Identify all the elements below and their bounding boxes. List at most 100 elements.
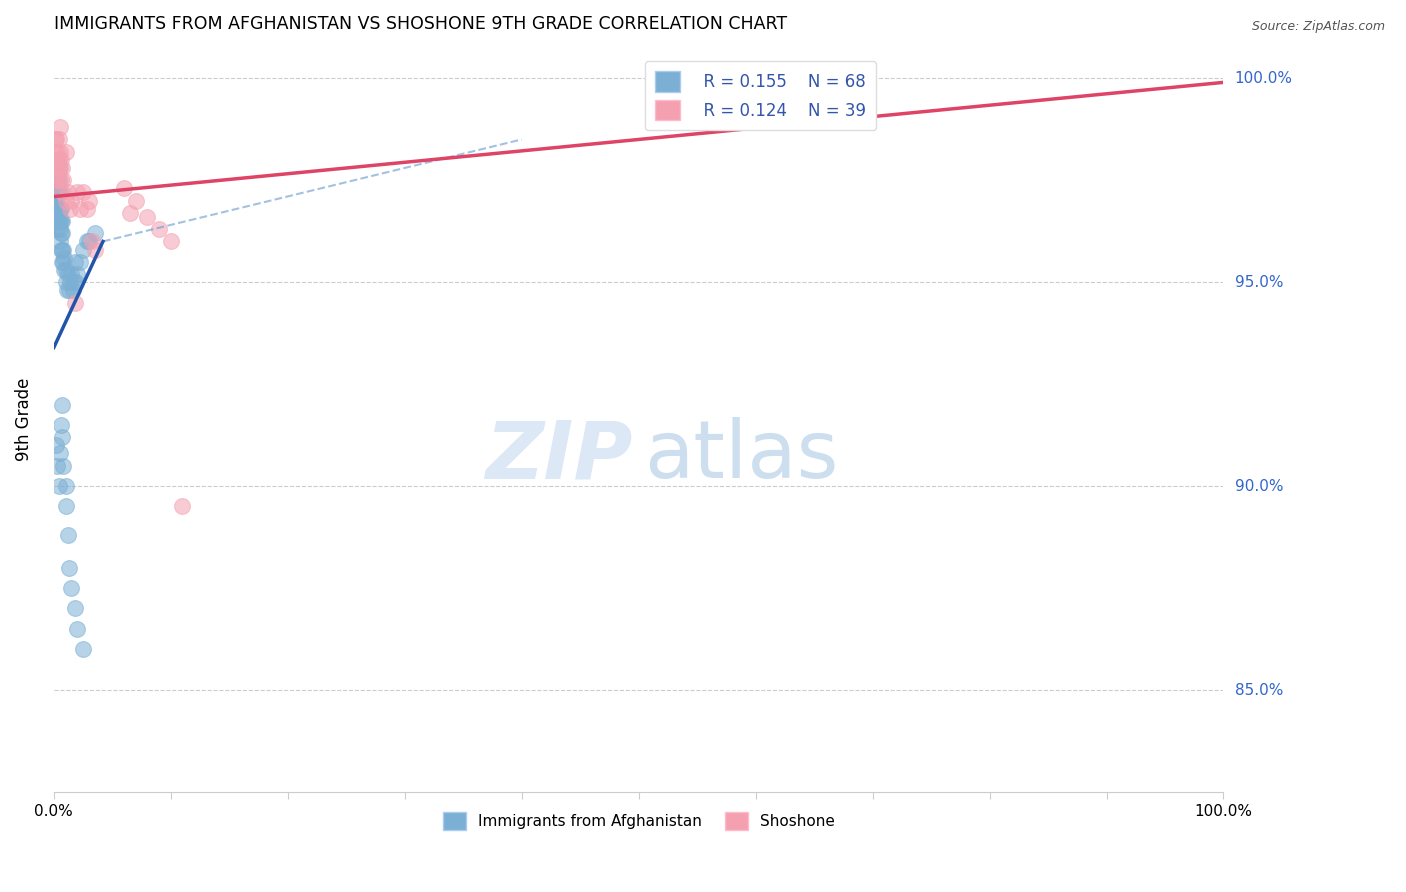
Point [49, 227, 72, 241]
Point [62, 275, 84, 289]
Point [55, 284, 77, 298]
Point [69, 202, 91, 216]
Text: Source: ZipAtlas.com: Source: ZipAtlas.com [1251, 20, 1385, 33]
Point [51, 161, 73, 175]
Point [52, 255, 75, 269]
Point [69, 255, 91, 269]
Point [63, 255, 86, 269]
Point [44, 173, 66, 187]
Point [48, 235, 70, 249]
Point [48, 161, 70, 175]
Text: 100.0%: 100.0% [1234, 70, 1292, 86]
Text: ZIP: ZIP [485, 417, 633, 495]
Point [63, 295, 86, 310]
Point [46, 153, 69, 167]
Point [66, 267, 89, 281]
Point [48, 120, 70, 135]
Point [44, 202, 66, 216]
Point [51, 227, 73, 241]
Point [52, 173, 75, 187]
Point [125, 194, 148, 208]
Point [77, 194, 100, 208]
Point [63, 601, 86, 615]
Point [48, 186, 70, 200]
Point [49, 417, 72, 432]
Point [48, 214, 70, 228]
Point [51, 243, 73, 257]
Point [66, 186, 89, 200]
Point [60, 267, 83, 281]
Point [44, 145, 66, 159]
Point [45, 186, 67, 200]
Point [51, 430, 73, 444]
Point [159, 235, 181, 249]
Point [59, 202, 82, 216]
Point [52, 458, 75, 473]
Point [46, 202, 69, 216]
Point [48, 153, 70, 167]
Point [51, 398, 73, 412]
Point [45, 202, 67, 216]
Point [48, 145, 70, 159]
Text: 95.0%: 95.0% [1234, 275, 1284, 290]
Legend: Immigrants from Afghanistan, Shoshone: Immigrants from Afghanistan, Shoshone [437, 805, 841, 837]
Point [46, 222, 69, 236]
Point [48, 186, 70, 200]
Point [55, 275, 77, 289]
Point [45, 438, 67, 452]
Point [53, 263, 76, 277]
Point [58, 560, 80, 574]
Point [76, 235, 98, 249]
Point [83, 243, 105, 257]
Point [48, 479, 70, 493]
Point [49, 243, 72, 257]
Point [45, 153, 67, 167]
Y-axis label: 9th Grade: 9th Grade [15, 377, 32, 460]
Point [48, 202, 70, 216]
Point [72, 186, 94, 200]
Point [55, 263, 77, 277]
Point [48, 202, 70, 216]
Point [77, 235, 100, 249]
Point [46, 214, 69, 228]
Point [46, 161, 69, 175]
Point [46, 145, 69, 159]
Text: IMMIGRANTS FROM AFGHANISTAN VS SHOSHONE 9TH GRADE CORRELATION CHART: IMMIGRANTS FROM AFGHANISTAN VS SHOSHONE … [53, 15, 787, 33]
Point [45, 173, 67, 187]
Text: atlas: atlas [644, 417, 839, 495]
Point [55, 500, 77, 514]
Point [48, 173, 70, 187]
Point [49, 214, 72, 228]
Point [58, 284, 80, 298]
Point [46, 173, 69, 187]
Point [55, 194, 77, 208]
Point [60, 194, 83, 208]
Point [72, 642, 94, 657]
Point [51, 255, 73, 269]
Point [83, 227, 105, 241]
Point [44, 194, 66, 208]
Point [55, 479, 77, 493]
Point [136, 210, 159, 224]
Point [46, 458, 69, 473]
Point [56, 267, 79, 281]
Point [56, 528, 79, 542]
Point [112, 181, 135, 195]
Point [53, 251, 76, 265]
Point [56, 186, 79, 200]
Point [49, 153, 72, 167]
Point [62, 284, 84, 298]
Point [66, 622, 89, 636]
Point [60, 581, 83, 595]
Point [72, 243, 94, 257]
Point [65, 275, 87, 289]
Point [44, 161, 66, 175]
Point [46, 186, 69, 200]
Point [45, 194, 67, 208]
Point [118, 206, 141, 220]
Point [76, 202, 98, 216]
Point [48, 222, 70, 236]
Point [48, 446, 70, 460]
Text: 85.0%: 85.0% [1234, 682, 1282, 698]
Point [48, 132, 70, 146]
